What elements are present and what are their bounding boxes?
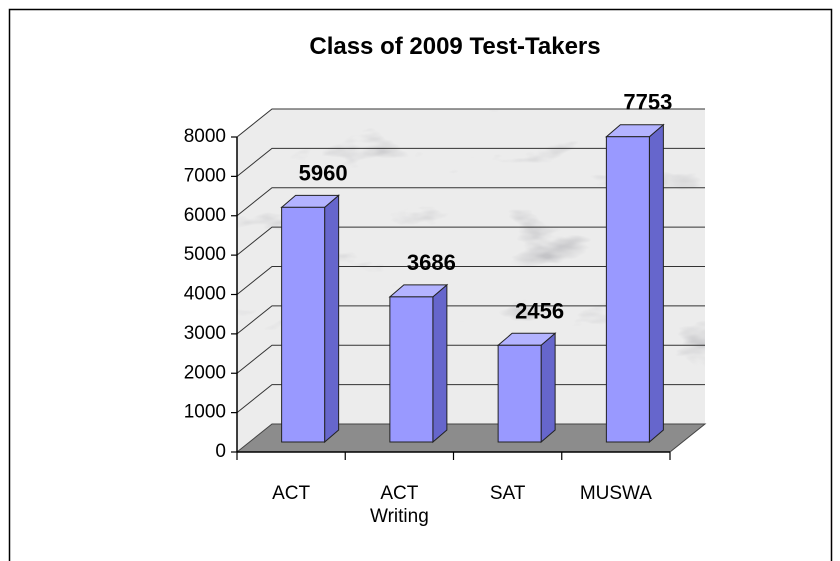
bar-side — [540, 332, 556, 444]
value-label: 5960 — [299, 160, 348, 185]
bar — [281, 206, 326, 443]
grid-line — [236, 305, 705, 335]
y-tick-label: 5000 — [184, 244, 226, 265]
bar — [497, 344, 542, 443]
x-tick-label: ACT — [272, 483, 310, 504]
chart-title: Class of 2009 Test-Takers — [309, 33, 600, 60]
grid-line — [236, 384, 705, 414]
y-tick-label: 1000 — [184, 402, 226, 423]
grid-line — [236, 226, 705, 256]
bar-side — [648, 123, 664, 444]
label-line: ACT — [380, 483, 418, 504]
value-label: 2456 — [515, 298, 564, 323]
bar-side — [324, 194, 340, 444]
grid-line — [236, 147, 705, 177]
grid-line — [236, 187, 705, 217]
grid-line — [236, 266, 705, 295]
y-tick-label: 7000 — [184, 165, 226, 186]
x-tick-label: SAT — [490, 483, 526, 504]
label-line: Writing — [370, 506, 429, 527]
y-tick-label: 6000 — [184, 205, 226, 226]
y-tick-label: 3000 — [184, 323, 226, 344]
grid-line — [236, 108, 705, 138]
y-tick-label: 4000 — [184, 284, 226, 305]
grid-line — [236, 344, 705, 374]
bar-side — [432, 283, 448, 444]
x-tick-label: MUSWA — [580, 483, 652, 504]
y-tick-label: 2000 — [184, 362, 226, 383]
x-tick-label: ACT Writing — [370, 483, 429, 527]
bar — [605, 136, 650, 443]
y-tick-label: 8000 — [184, 126, 226, 147]
value-label: 7753 — [623, 90, 672, 115]
bar — [389, 296, 434, 443]
value-label: 3686 — [407, 250, 456, 275]
y-tick-label: 0 — [215, 441, 226, 462]
frame — [8, 8, 833, 561]
plot-area: 0 1000 2000 3000 4000 5000 6000 7000 8000 5960 ACT… — [184, 90, 707, 527]
